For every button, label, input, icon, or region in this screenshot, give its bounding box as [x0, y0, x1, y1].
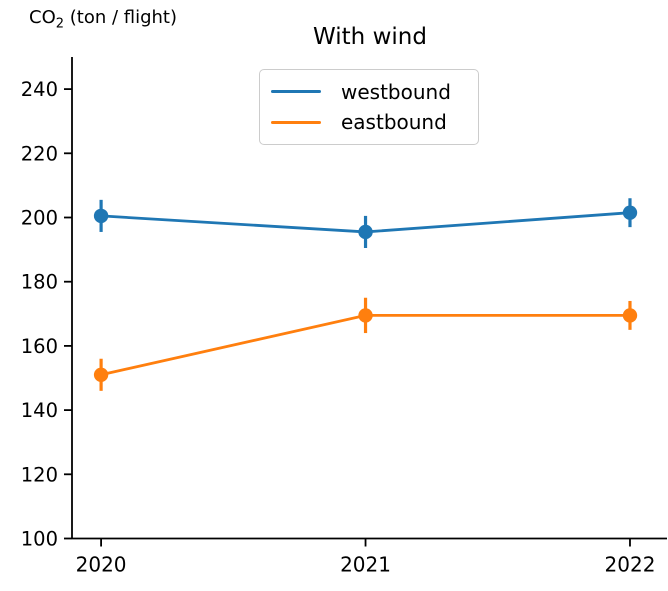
legend-item-eastbound: eastbound — [260, 110, 478, 134]
y-axis-label-subscript: 2 — [55, 16, 65, 32]
legend: westbound eastbound — [259, 69, 479, 145]
eastbound-line-swatch — [271, 120, 321, 125]
data-point-westbound-2020 — [93, 208, 109, 224]
y-tick-label: 200 — [21, 207, 58, 230]
legend-label-westbound: westbound — [341, 79, 451, 104]
westbound-line-swatch — [271, 89, 321, 94]
legend-label-eastbound: eastbound — [341, 110, 447, 135]
data-point-westbound-2022 — [622, 205, 638, 220]
y-tick-label: 220 — [21, 142, 58, 165]
data-point-eastbound-2021 — [358, 308, 373, 323]
y-axis-label-prefix: CO — [29, 7, 56, 28]
y-tick-label: 240 — [21, 78, 58, 101]
x-tick-label: 2021 — [340, 553, 391, 577]
data-point-eastbound-2020 — [93, 367, 109, 382]
legend-item-westbound: westbound — [260, 80, 478, 104]
y-tick-label: 120 — [21, 463, 58, 486]
x-tick-label: 2022 — [605, 553, 656, 577]
x-tick-label: 2020 — [76, 553, 127, 577]
y-axis-label: CO2 (ton / flight) — [29, 7, 177, 32]
y-axis-label-suffix: (ton / flight) — [64, 7, 178, 28]
y-tick-label: 140 — [21, 399, 58, 422]
y-tick-label: 160 — [21, 335, 58, 358]
data-point-eastbound-2022 — [622, 308, 638, 323]
data-point-westbound-2021 — [358, 224, 373, 240]
y-tick-label: 180 — [21, 271, 58, 294]
chart-title: With wind — [313, 24, 427, 50]
y-tick-label: 100 — [21, 528, 58, 551]
